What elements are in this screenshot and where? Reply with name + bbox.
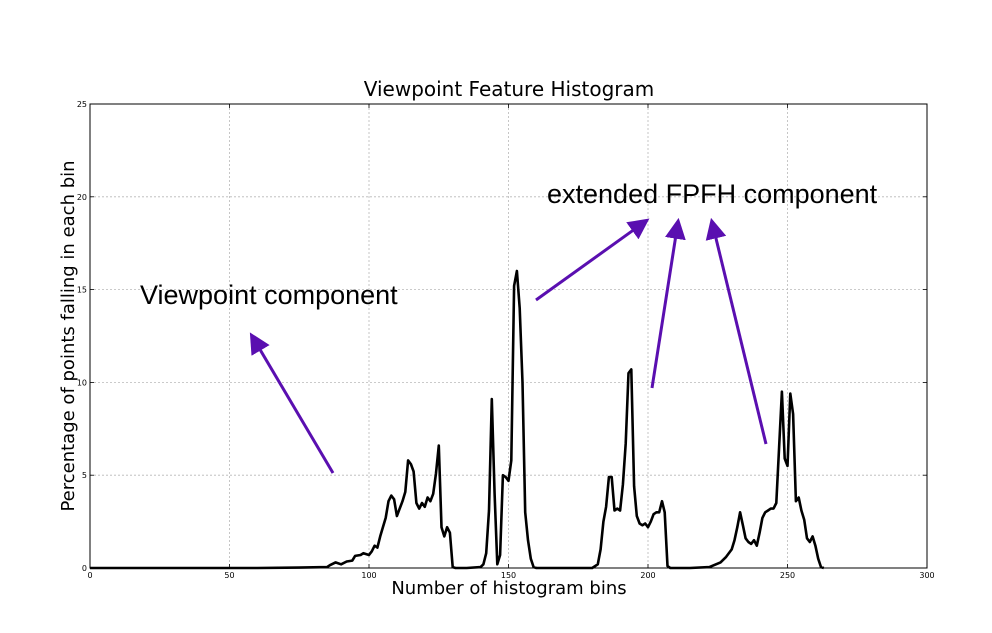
y-tick-label: 10 (77, 378, 87, 387)
x-tick-label: 0 (87, 571, 92, 580)
plot-frame (89, 103, 928, 569)
x-tick-label: 200 (640, 571, 655, 580)
y-tick-label: 15 (77, 286, 87, 295)
grid-lines (90, 104, 927, 568)
arrow-fpfh-3 (705, 217, 768, 445)
x-tick-label: 250 (780, 571, 795, 580)
viewpoint-component-annotation: Viewpoint component (140, 280, 398, 310)
y-axis-label: Percentage of points falling in each bin (58, 160, 79, 511)
x-tick-label: 50 (224, 571, 234, 580)
x-tick-label: 300 (919, 571, 934, 580)
annotation-arrows (249, 217, 768, 474)
y-tick-label: 20 (77, 193, 87, 202)
y-tick-label: 5 (82, 471, 87, 480)
x-axis-label: Number of histogram bins (391, 578, 626, 599)
arrow-fpfh-1 (535, 218, 650, 302)
y-tick-label: 25 (77, 100, 87, 109)
arrow-viewpoint (249, 332, 335, 474)
y-tick-label: 0 (82, 564, 87, 573)
x-tick-label: 150 (501, 571, 516, 580)
chart-title: Viewpoint Feature Histogram (364, 77, 655, 101)
fpfh-component-annotation: extended FPFH component (547, 179, 878, 209)
arrow-fpfh-2 (650, 217, 686, 389)
x-tick-label: 100 (361, 571, 376, 580)
